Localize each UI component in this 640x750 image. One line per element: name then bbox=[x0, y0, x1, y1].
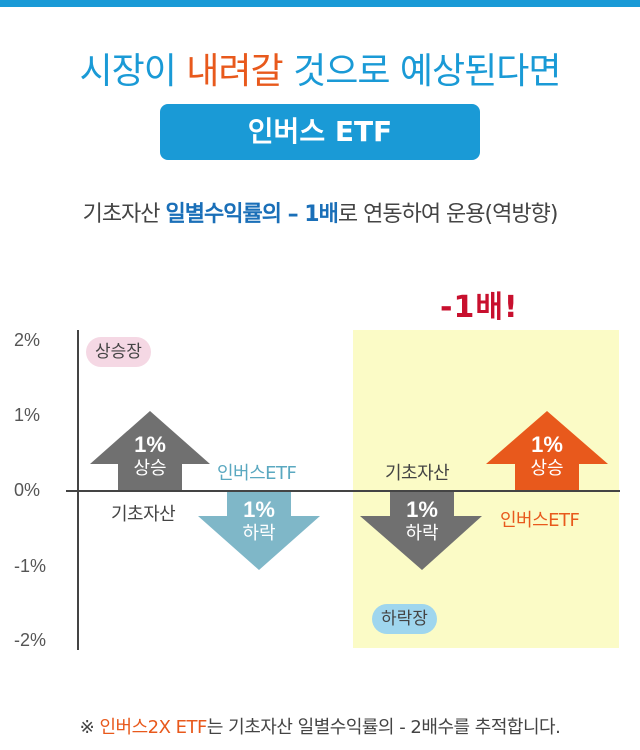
up-arrow-icon bbox=[90, 411, 210, 490]
down-arrow-icon bbox=[360, 492, 482, 570]
multiplier-label: -1배! bbox=[440, 290, 519, 325]
footnote: ※ 인버스2X ETF는 기초자산 일별수익률의 - 2배수를 추적합니다. bbox=[79, 717, 561, 738]
footnote-highlight: 인버스2X ETF bbox=[99, 717, 207, 738]
down-arrow-icon bbox=[198, 492, 320, 570]
tick-label: 2% bbox=[14, 330, 41, 350]
bear-underlying-label: 기초자산 bbox=[385, 463, 450, 484]
page-title: 시장이 내려갈 것으로 예상된다면 bbox=[79, 51, 561, 92]
top-accent-bar bbox=[0, 0, 640, 7]
tick-label: -1% bbox=[14, 556, 47, 576]
tick-label: 0% bbox=[14, 480, 41, 500]
up-arrow-icon bbox=[486, 411, 608, 490]
zero-baseline bbox=[66, 490, 620, 492]
tick-label: 1% bbox=[14, 405, 41, 425]
bull-market-label: 상승장 bbox=[86, 337, 151, 367]
inverse-etf-badge: 인버스 ETF bbox=[160, 104, 480, 160]
title-accent: 내려갈 bbox=[186, 51, 283, 92]
bull-underlying-label: 기초자산 bbox=[111, 504, 176, 525]
bear-underlying-arrow-text: 1% 하락 bbox=[405, 497, 439, 545]
subtitle-highlight: 일별수익률의 – 1배 bbox=[165, 202, 339, 227]
bear-inverse-arrow-text: 1% 상승 bbox=[530, 432, 564, 480]
bear-inverse-label: 인버스ETF bbox=[500, 510, 580, 531]
tick-label: -2% bbox=[14, 630, 47, 650]
bull-underlying-arrow-text: 1% 상승 bbox=[133, 432, 167, 480]
bull-inverse-label: 인버스ETF bbox=[217, 463, 297, 484]
subtitle: 기초자산 일별수익률의 – 1배로 연동하여 운용(역방향) bbox=[82, 202, 559, 227]
bull-inverse-arrow-text: 1% 하락 bbox=[242, 497, 276, 545]
bear-market-label: 하락장 bbox=[372, 604, 437, 634]
